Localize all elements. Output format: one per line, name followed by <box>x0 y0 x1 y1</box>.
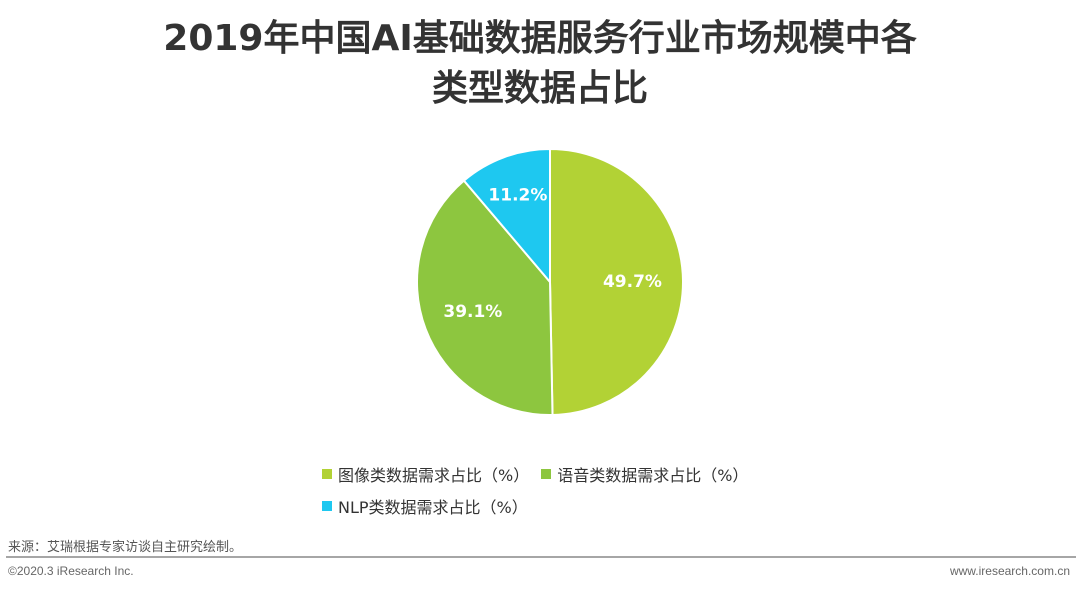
pie-slice-speech <box>416 179 554 416</box>
legend-label-speech: 语音类数据需求占比（%） <box>557 466 749 485</box>
chart-title-line-1: 2019年中国AI基础数据服务行业市场规模中各 <box>163 18 917 59</box>
legend-swatch-speech <box>541 469 552 479</box>
footer-divider <box>6 556 1076 558</box>
pie-label-nlp: 11.2% <box>488 186 547 206</box>
pie-chart: 49.7% 39.1% 11.2% <box>416 147 684 416</box>
legend-swatch-image <box>322 469 332 479</box>
legend-label-image: 图像类数据需求占比（%） <box>338 466 530 485</box>
legend-item-image: 图像类数据需求占比（%） <box>322 462 529 486</box>
legend-item-nlp: NLP类数据需求占比（%） <box>322 494 528 518</box>
legend-row-2: NLP类数据需求占比（%） <box>322 490 842 522</box>
legend-label-nlp: NLP类数据需求占比（%） <box>338 498 528 517</box>
copyright-text: ©2020.3 iResearch Inc. <box>8 564 134 578</box>
pie-label-speech: 39.1% <box>443 302 502 322</box>
source-note: 来源：艾瑞根据专家访谈自主研究绘制。 <box>8 540 243 555</box>
chart-title-line-2: 类型数据占比 <box>431 68 648 109</box>
legend-row-1: 图像类数据需求占比（%） 语音类数据需求占比（%） <box>322 458 842 490</box>
pie-label-image: 49.7% <box>603 272 662 292</box>
legend-item-speech: 语音类数据需求占比（%） <box>541 462 748 486</box>
chart-title: 2019年中国AI基础数据服务行业市场规模中各 类型数据占比 <box>0 14 1080 114</box>
pie-slice-image <box>549 147 684 416</box>
website-link[interactable]: www.iresearch.com.cn <box>949 564 1070 578</box>
legend-swatch-nlp <box>322 501 332 511</box>
legend: 图像类数据需求占比（%） 语音类数据需求占比（%） NLP类数据需求占比（%） <box>322 458 842 522</box>
pie-slice-nlp <box>462 147 551 285</box>
